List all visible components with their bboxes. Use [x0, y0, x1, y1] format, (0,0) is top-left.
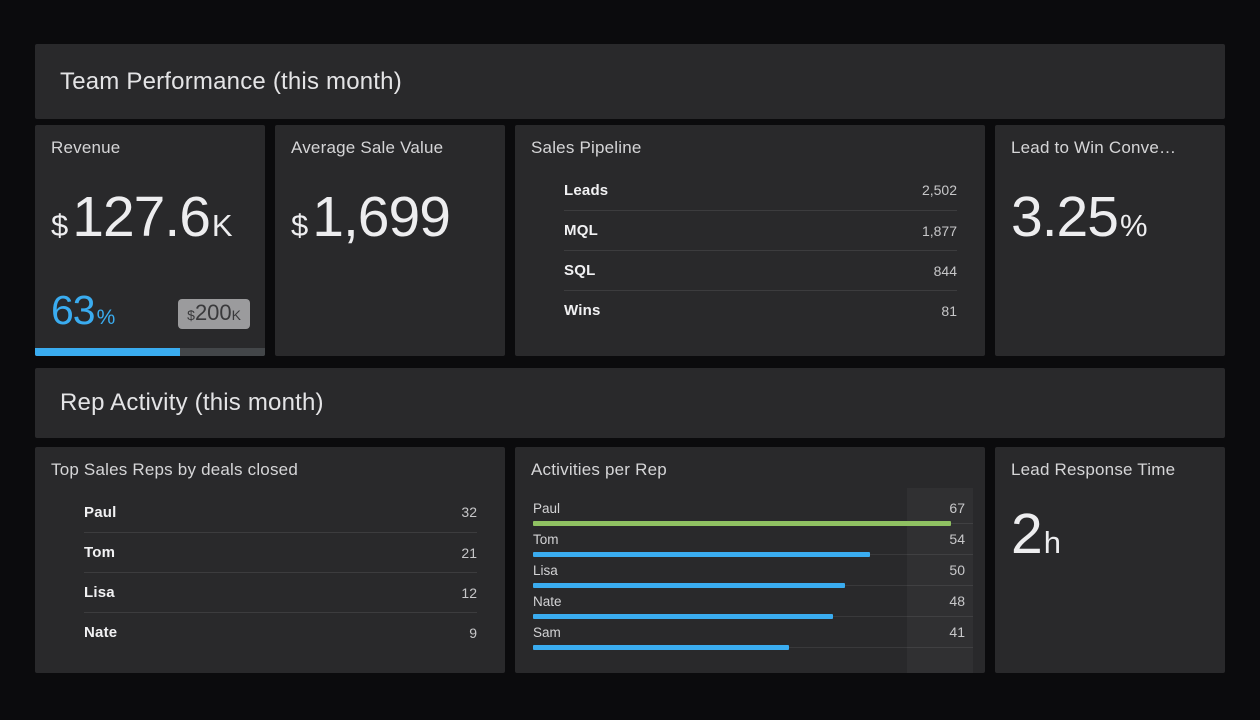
goal-unit-suffix: K — [231, 307, 241, 323]
card-average-sale-value: Average Sale Value $1,699 — [275, 125, 505, 356]
bar-row: Tom 54 — [533, 531, 973, 557]
value-number: 2 — [1011, 502, 1043, 566]
value-number: 3.25 — [1011, 185, 1119, 249]
row-label: Tom — [84, 544, 116, 561]
rep-row: Tom 21 — [84, 532, 477, 572]
pipeline-row: Wins 81 — [564, 290, 957, 330]
bar-row: Paul 67 — [533, 500, 973, 526]
bar-row: Lisa 50 — [533, 562, 973, 588]
value-number: 1,699 — [312, 185, 451, 249]
row-label: Lisa — [84, 584, 115, 601]
section-title: Rep Activity (this month) — [60, 389, 324, 416]
bar-fill — [533, 521, 951, 526]
bar-fill — [533, 552, 871, 557]
bar-value: 67 — [949, 500, 965, 516]
row-value: 1,877 — [921, 222, 957, 239]
row-value: 9 — [469, 624, 477, 641]
card-title: Lead Response Time — [1011, 460, 1176, 479]
hours-suffix: h — [1043, 525, 1061, 560]
card-lead-to-win-conversion: Lead to Win Conve… 3.25% — [995, 125, 1225, 356]
goal-currency-prefix: $ — [187, 307, 195, 323]
row-label: Paul — [84, 503, 117, 521]
card-title: Revenue — [51, 138, 121, 157]
bar-label: Lisa — [533, 563, 558, 578]
goal-number: 200 — [194, 300, 232, 325]
row-label: SQL — [564, 262, 596, 279]
row-label: MQL — [564, 222, 598, 239]
card-lead-response-time: Lead Response Time 2h — [995, 447, 1225, 673]
row-value: 12 — [461, 584, 477, 601]
percent-sign: % — [96, 306, 116, 329]
row-value: 81 — [941, 302, 957, 319]
response-time-value: 2h — [1011, 506, 1209, 563]
revenue-goal-row: 63% $200K — [51, 290, 250, 331]
card-title: Top Sales Reps by deals closed — [51, 460, 298, 479]
section-title: Team Performance (this month) — [60, 67, 402, 95]
row-value: 21 — [461, 544, 477, 561]
top-reps-leaderboard: Paul 32 Tom 21 Lisa 12 Nate 9 — [84, 492, 477, 652]
rep-row: Nate 9 — [84, 612, 477, 652]
percent-sign: % — [1119, 208, 1148, 243]
row-label: Wins — [564, 302, 601, 319]
row-value: 32 — [461, 504, 477, 520]
card-top-sales-reps: Top Sales Reps by deals closed Paul 32 Tom… — [35, 447, 505, 673]
lead-to-win-value: 3.25% — [1011, 189, 1209, 246]
card-activities-per-rep: Activities per Rep Paul 67 Tom 54 Lisa 50 Nate… — [515, 447, 985, 673]
pipeline-row: MQL 1,877 — [564, 210, 957, 250]
card-title: Average Sale Value — [291, 138, 444, 157]
bar-fill — [533, 614, 833, 619]
bar-value: 48 — [949, 593, 965, 609]
bar-value: 54 — [949, 531, 965, 547]
revenue-value: $127.6K — [51, 189, 249, 246]
rep-row: Lisa 12 — [84, 572, 477, 612]
card-title: Activities per Rep — [531, 460, 667, 479]
rep-row: Paul 32 — [84, 492, 477, 532]
progress-bar-fill — [35, 348, 180, 356]
bar-label: Nate — [533, 594, 562, 609]
value-number: 127.6 — [72, 185, 211, 249]
bar-value: 50 — [949, 562, 965, 578]
percent-number: 63 — [51, 287, 96, 333]
bar-fill — [533, 645, 789, 650]
bar-value: 41 — [949, 624, 965, 640]
row-label: Leads — [564, 181, 609, 199]
bar-row: Sam 41 — [533, 624, 973, 650]
currency-prefix: $ — [291, 208, 309, 243]
row-value: 2,502 — [921, 182, 957, 198]
activities-bar-chart: Paul 67 Tom 54 Lisa 50 Nate 48 Sam 41 — [533, 500, 973, 655]
card-revenue: Revenue $127.6K 63% $200K — [35, 125, 265, 356]
pipeline-row: SQL 844 — [564, 250, 957, 290]
pipeline-leaderboard: Leads 2,502 MQL 1,877 SQL 844 Wins 81 — [564, 170, 957, 330]
bar-row: Nate 48 — [533, 593, 973, 619]
card-sales-pipeline: Sales Pipeline Leads 2,502 MQL 1,877 SQL 844 W… — [515, 125, 985, 356]
section-header-rep-activity: Rep Activity (this month) — [35, 368, 1225, 438]
row-value: 844 — [933, 262, 957, 279]
bar-label: Sam — [533, 625, 561, 640]
goal-badge: $200K — [178, 299, 250, 329]
bar-label: Tom — [533, 532, 559, 547]
bar-label: Paul — [533, 501, 561, 516]
progress-bar — [35, 348, 265, 356]
currency-prefix: $ — [51, 208, 69, 243]
card-title: Sales Pipeline — [531, 138, 642, 157]
bar-fill — [533, 583, 845, 588]
card-title: Lead to Win Conve… — [1011, 138, 1177, 157]
pipeline-row: Leads 2,502 — [564, 170, 957, 210]
average-sale-value: $1,699 — [291, 189, 489, 246]
row-label: Nate — [84, 624, 118, 641]
progress-percent: 63% — [51, 290, 115, 331]
section-header-team-performance: Team Performance (this month) — [35, 44, 1225, 119]
unit-suffix: K — [211, 208, 233, 243]
